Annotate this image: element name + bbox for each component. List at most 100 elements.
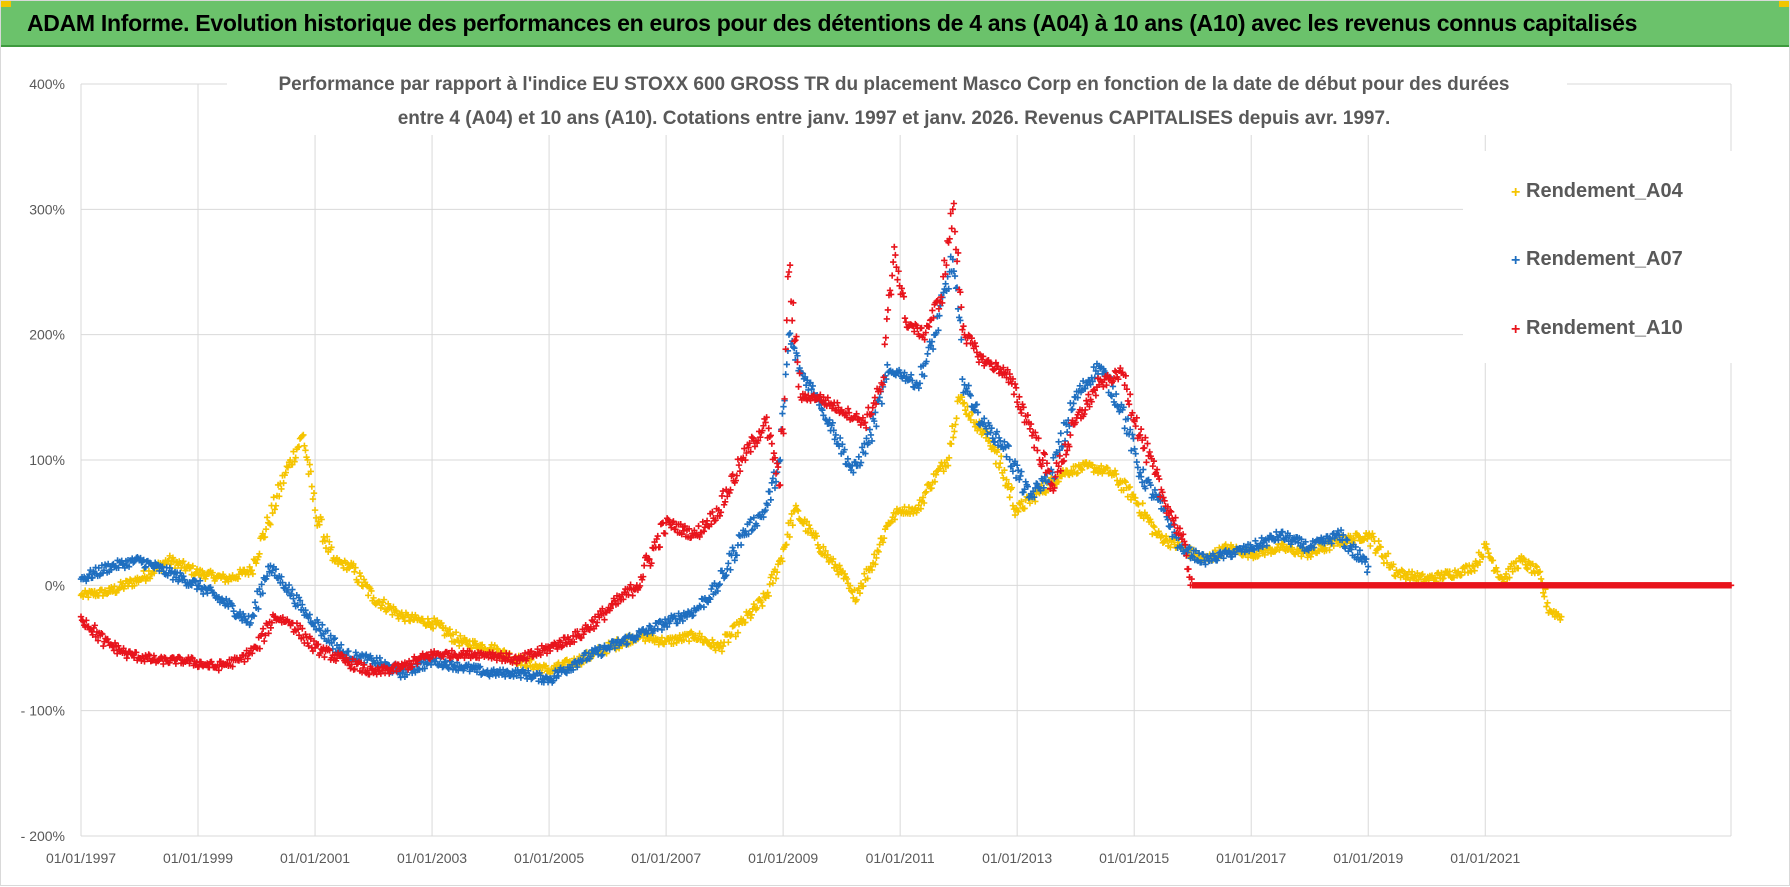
data-point [932, 471, 940, 478]
data-point [783, 361, 790, 368]
data-point [1139, 500, 1146, 507]
data-point [1305, 547, 1312, 554]
data-point [871, 394, 879, 401]
data-point [1028, 432, 1036, 439]
data-point [1048, 480, 1055, 487]
data-point [761, 508, 768, 515]
data-point [390, 603, 397, 611]
data-point [614, 600, 622, 607]
data-point [865, 439, 872, 447]
data-point [945, 454, 953, 461]
data-point [943, 261, 950, 269]
chart-title-line-1: Performance par rapport à l'indice EU ST… [279, 74, 1510, 95]
data-point [727, 566, 734, 573]
data-point [1255, 552, 1262, 559]
data-point [255, 553, 262, 561]
data-point [717, 509, 725, 516]
data-point [312, 626, 320, 633]
data-point [1003, 476, 1010, 483]
data-point [778, 555, 785, 562]
data-point [1418, 571, 1425, 579]
data-point [1383, 559, 1391, 567]
data-point [1288, 544, 1296, 551]
data-point [299, 601, 306, 608]
data-point [249, 570, 257, 578]
data-point [1057, 467, 1064, 475]
data-point [1164, 503, 1172, 510]
data-point [1016, 393, 1023, 401]
data-point [475, 664, 483, 671]
data-point [735, 461, 743, 469]
data-point [1004, 441, 1011, 449]
data-point [716, 512, 724, 520]
series-rendement-a10 [77, 200, 1735, 678]
data-point [899, 289, 907, 297]
data-point [912, 504, 919, 512]
data-point [204, 660, 211, 667]
x-tick-label: 01/01/2009 [748, 850, 818, 866]
data-point [880, 374, 887, 381]
data-point [950, 200, 958, 207]
data-point [1070, 400, 1077, 407]
data-point [925, 481, 932, 488]
data-point [290, 595, 297, 602]
data-point [308, 644, 316, 651]
data-point [1347, 542, 1354, 550]
data-point [321, 653, 328, 661]
data-point [789, 521, 796, 529]
data-point [1018, 468, 1025, 475]
data-point [237, 656, 245, 663]
data-point [463, 637, 470, 644]
data-point [867, 431, 875, 439]
data-point [380, 596, 388, 603]
data-point [544, 667, 552, 674]
legend-background [1463, 151, 1733, 363]
data-point [836, 562, 843, 569]
data-point [1121, 382, 1128, 389]
data-point [542, 673, 550, 680]
data-point [640, 562, 648, 569]
data-point [322, 544, 330, 552]
data-point [902, 318, 910, 326]
data-point [289, 586, 296, 593]
data-point [1123, 385, 1131, 393]
data-point [406, 617, 414, 625]
data-point [1112, 390, 1120, 398]
x-tick-label: 01/01/2017 [1216, 850, 1286, 866]
data-point [746, 519, 753, 526]
data-point [868, 437, 876, 445]
data-point [1454, 568, 1462, 575]
data-point [862, 424, 870, 432]
data-point [794, 507, 802, 515]
data-point [924, 350, 931, 357]
data-point [427, 661, 435, 669]
data-point [592, 646, 600, 654]
data-point [1179, 531, 1187, 538]
data-point [1009, 468, 1017, 475]
data-point [1091, 374, 1099, 381]
data-point [1017, 472, 1024, 480]
data-point [729, 544, 736, 551]
data-point [537, 672, 544, 679]
data-point [440, 653, 447, 660]
data-point [953, 415, 960, 422]
data-point [780, 403, 787, 410]
data-point [386, 670, 393, 677]
data-point [1195, 550, 1203, 557]
data-point [830, 427, 837, 434]
data-point [1050, 454, 1057, 461]
data-point [968, 403, 975, 410]
data-point [1143, 459, 1150, 466]
data-point [721, 573, 729, 580]
data-point [709, 508, 716, 516]
data-point [321, 537, 329, 544]
data-point [940, 467, 947, 475]
data-point [317, 627, 324, 634]
data-point [476, 663, 484, 670]
data-point [1149, 530, 1156, 538]
data-point [1062, 451, 1070, 458]
data-point [995, 434, 1003, 442]
data-point [648, 559, 655, 567]
data-point [786, 533, 793, 541]
data-point [551, 639, 558, 647]
